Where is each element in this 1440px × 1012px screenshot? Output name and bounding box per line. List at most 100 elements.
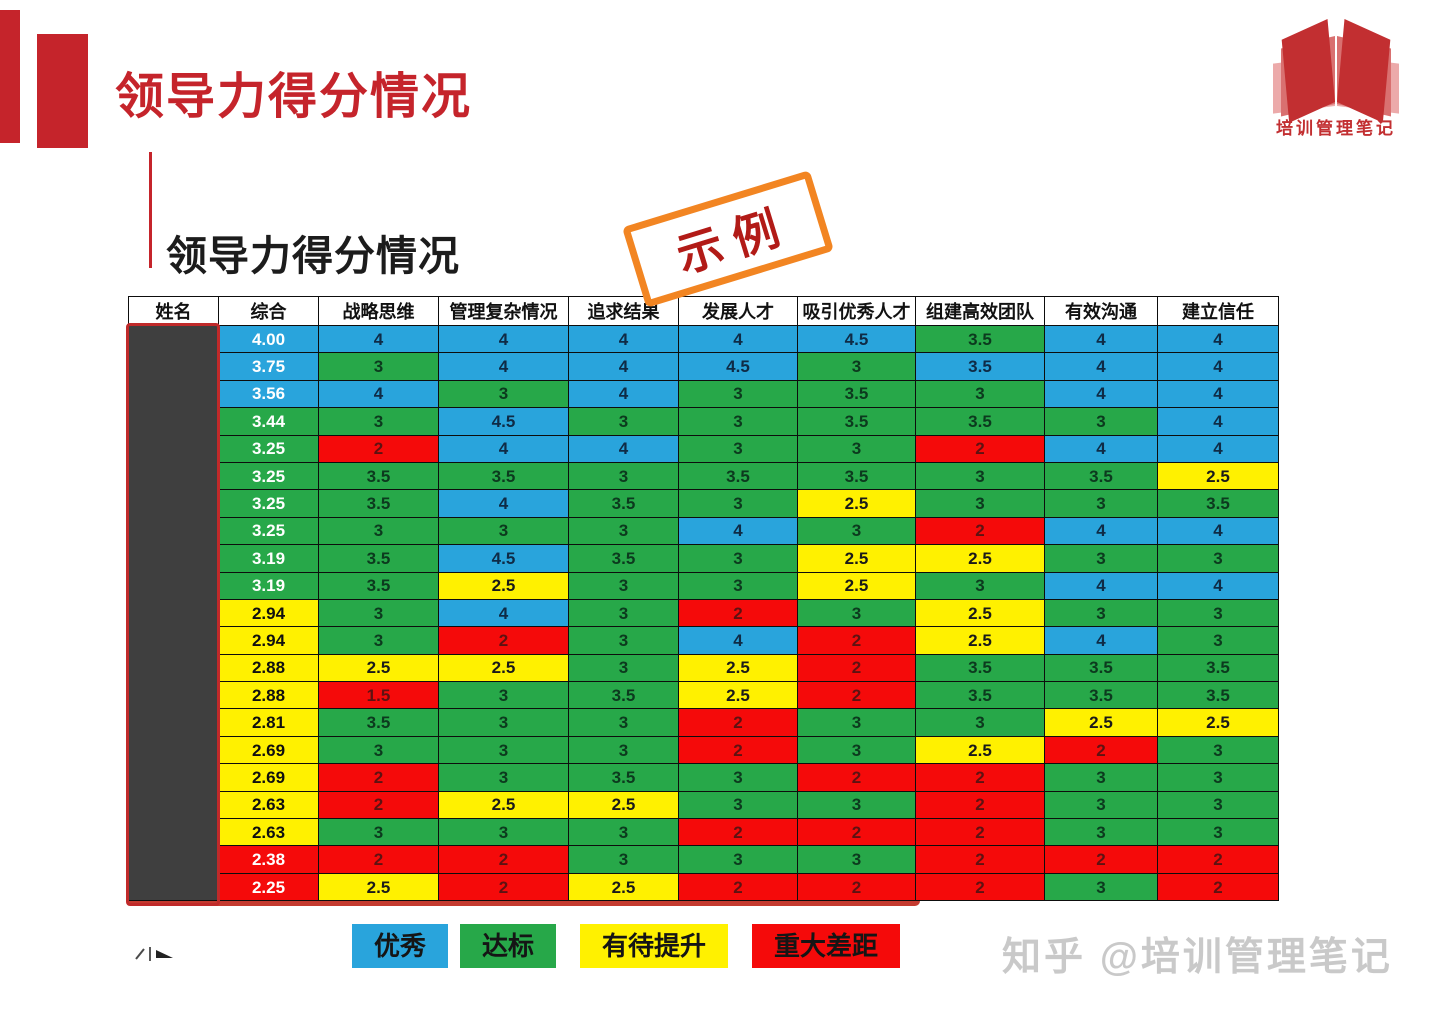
- table-row: 2.94 3 4 3 2 3 2.5 3 3: [129, 598, 1279, 628]
- score-cell: 3: [438, 708, 569, 737]
- score-cell: 2: [678, 818, 798, 847]
- score-cell: 2.5: [797, 489, 916, 518]
- legend-item: 重大差距: [752, 924, 901, 968]
- score-cell: 4: [568, 379, 679, 409]
- score-cell: 3.5: [1044, 461, 1158, 491]
- table-row: 3.25 2 4 4 3 3 2 4 4: [129, 434, 1279, 463]
- table-row: 2.88 2.5 2.5 3 2.5 2 3.5 3.5 3.5: [129, 653, 1279, 683]
- score-cell: 2: [797, 872, 916, 902]
- score-cell: 3.5: [318, 544, 439, 573]
- score-cell: 3: [568, 735, 679, 765]
- score-cell: 4: [438, 352, 569, 381]
- score-cell: 3.5: [797, 461, 916, 491]
- composite-score-cell: 4.00: [218, 324, 319, 354]
- score-cell: 4.5: [438, 407, 569, 436]
- score-cell: 3: [678, 489, 798, 518]
- score-cell: 4: [1044, 352, 1158, 381]
- score-cell: 3: [318, 516, 439, 546]
- column-header: 建立信任: [1157, 296, 1279, 326]
- table-row: 3.25 3 3 3 4 3 2 4 4: [129, 516, 1279, 546]
- score-cell: 2: [678, 708, 798, 737]
- score-cell: 2: [438, 626, 569, 655]
- score-cell: 3: [915, 461, 1045, 491]
- score-cell: 3.5: [318, 461, 439, 491]
- score-cell: 3: [797, 790, 916, 820]
- score-cell: 3: [318, 818, 439, 847]
- section-title: 领导力得分情况: [166, 233, 460, 279]
- score-cell: 2.5: [797, 544, 916, 573]
- table-row: 3.19 3.5 2.5 3 3 2.5 3 4 4: [129, 571, 1279, 600]
- score-cell: 3: [318, 407, 439, 436]
- composite-score-cell: 3.25: [218, 434, 319, 463]
- score-cell: 3: [318, 598, 439, 628]
- score-cell: 2: [915, 872, 1045, 902]
- score-cell: 3: [568, 407, 679, 436]
- table-row: 2.69 3 3 3 2 3 2.5 2 3: [129, 735, 1279, 765]
- score-cell: 3: [1044, 407, 1158, 436]
- score-cell: 2.5: [678, 681, 798, 710]
- score-cell: 2: [797, 763, 916, 792]
- score-cell: 3.5: [1044, 653, 1158, 683]
- score-cell: 2: [678, 598, 798, 628]
- score-cell: 3: [438, 516, 569, 546]
- composite-score-cell: 2.69: [218, 735, 319, 765]
- score-cell: 3: [1157, 626, 1279, 655]
- score-cell: 3: [915, 379, 1045, 409]
- score-cell: 3: [915, 489, 1045, 518]
- score-cell: 3.5: [797, 379, 916, 409]
- column-header: 姓名: [128, 296, 219, 326]
- score-cell: 3: [1044, 489, 1158, 518]
- score-cell: 2: [438, 845, 569, 874]
- composite-score-cell: 2.88: [218, 653, 319, 683]
- legend-item: 优秀: [352, 924, 449, 968]
- score-cell: 2: [915, 434, 1045, 463]
- section-accent-line: [149, 152, 152, 268]
- score-cell: 4: [1157, 407, 1279, 436]
- score-cell: 2.5: [438, 790, 569, 820]
- composite-score-cell: 2.88: [218, 681, 319, 710]
- brand-name: 培训管理笔记: [1276, 119, 1396, 138]
- score-cell: 2: [915, 516, 1045, 546]
- table-row: 3.56 4 3 4 3 3.5 3 4 4: [129, 379, 1279, 409]
- score-cell: 3: [915, 571, 1045, 600]
- table-row: 3.25 3.5 4 3.5 3 2.5 3 3 3.5: [129, 489, 1279, 518]
- score-cell: 2: [915, 763, 1045, 792]
- score-cell: 3: [1044, 763, 1158, 792]
- score-cell: 3.5: [318, 708, 439, 737]
- composite-score-cell: 3.56: [218, 379, 319, 409]
- composite-score-cell: 3.75: [218, 352, 319, 381]
- column-header: 管理复杂情况: [438, 296, 569, 326]
- score-cell: 4: [1157, 379, 1279, 409]
- score-cell: 2.5: [318, 872, 439, 902]
- score-cell: 4: [1044, 571, 1158, 600]
- score-cell: 2: [915, 790, 1045, 820]
- column-header: 吸引优秀人才: [797, 296, 916, 326]
- column-header: 组建高效团队: [915, 296, 1045, 326]
- score-cell: 3: [438, 763, 569, 792]
- score-table: 姓名 综合 战略思维 管理复杂情况 追求结果 发展人才 吸引优秀人才 组建高效团队 有效沟通 建立…: [128, 296, 1279, 902]
- score-cell: 3: [438, 818, 569, 847]
- score-cell: 3: [797, 598, 916, 628]
- composite-score-cell: 3.25: [218, 516, 319, 546]
- table-row: 4.00 4 4 4 4 4.5 3.5 4 4: [128, 324, 1279, 902]
- score-cell: 3: [678, 407, 798, 436]
- score-cell: 3.5: [915, 324, 1045, 354]
- score-cell: 2: [797, 681, 916, 710]
- composite-score-cell: 2.94: [218, 598, 319, 628]
- score-cell: 3: [678, 790, 798, 820]
- score-cell: 3: [1044, 872, 1158, 902]
- score-cell: 3: [678, 763, 798, 792]
- table-row: 2.38 2 2 3 3 3 2 2 2: [129, 845, 1279, 874]
- composite-score-cell: 3.19: [218, 571, 319, 600]
- column-header: 战略思维: [318, 296, 439, 326]
- score-cell: 3: [1044, 544, 1158, 573]
- score-cell: 2.5: [797, 571, 916, 600]
- column-header: 综合: [218, 296, 319, 326]
- table-row: 3.75 3 4 4 4.5 3 3.5 4 4: [129, 352, 1279, 381]
- score-cell: 3: [568, 845, 679, 874]
- score-cell: 4: [568, 324, 679, 354]
- table-header-row: 姓名 综合 战略思维 管理复杂情况 追求结果 发展人才 吸引优秀人才 组建高效团队 有效沟通 建立…: [128, 296, 1279, 326]
- score-cell: 4: [438, 598, 569, 628]
- score-cell: 3: [1157, 818, 1279, 847]
- score-cell: 4: [1044, 324, 1158, 354]
